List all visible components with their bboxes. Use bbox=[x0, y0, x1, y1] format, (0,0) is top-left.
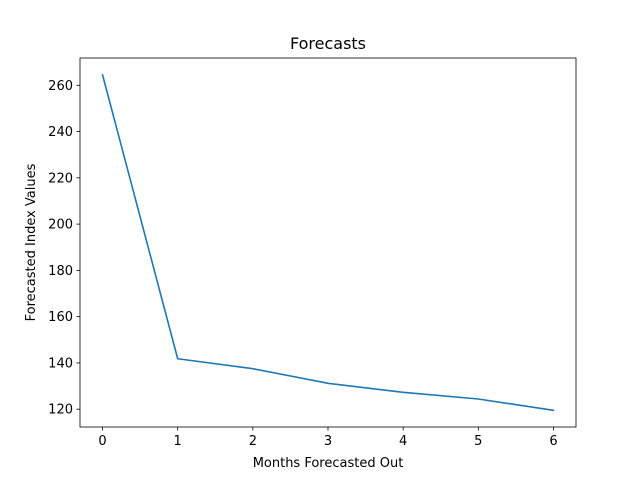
x-tick-label: 6 bbox=[549, 434, 557, 449]
x-tick-label: 2 bbox=[249, 434, 257, 449]
y-tick-label: 200 bbox=[48, 218, 73, 233]
y-tick-label: 140 bbox=[48, 356, 73, 371]
x-axis-label: Months Forecasted Out bbox=[253, 456, 404, 471]
chart-title: Forecasts bbox=[290, 34, 366, 53]
y-tick-label: 120 bbox=[48, 403, 73, 418]
x-tick-label: 5 bbox=[474, 434, 482, 449]
y-tick-label: 180 bbox=[48, 264, 73, 279]
y-tick-label: 160 bbox=[48, 310, 73, 325]
x-tick-label: 1 bbox=[174, 434, 182, 449]
y-axis-label: Forecasted Index Values bbox=[24, 163, 39, 321]
x-tick-label: 4 bbox=[399, 434, 407, 449]
y-tick-label: 240 bbox=[48, 125, 73, 140]
x-tick-label: 0 bbox=[98, 434, 106, 449]
y-tick-label: 260 bbox=[48, 79, 73, 94]
x-tick-label: 3 bbox=[324, 434, 332, 449]
y-tick-label: 220 bbox=[48, 171, 73, 186]
plot-area bbox=[80, 58, 576, 427]
